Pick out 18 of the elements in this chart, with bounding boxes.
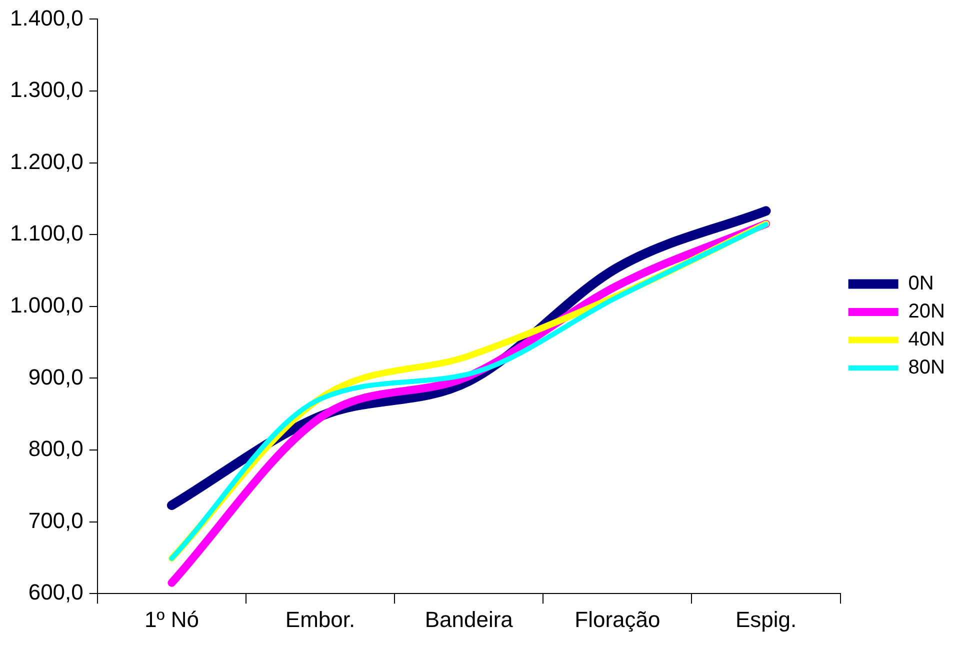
y-tick-label: 700,0: [28, 508, 84, 533]
y-tick-label: 800,0: [28, 436, 84, 462]
legend-label: 80N: [908, 356, 946, 379]
x-tick-label: 1º Nó: [144, 606, 199, 632]
x-tick-label: Floração: [574, 606, 660, 632]
legend-label: 40N: [908, 328, 946, 351]
y-tick-label: 1.300,0: [10, 77, 84, 102]
y-tick-label: 1.000,0: [10, 292, 84, 318]
legend-label: 0N: [908, 272, 934, 295]
y-tick-label: 1.400,0: [10, 5, 84, 30]
x-tick-label: Embor.: [285, 606, 356, 632]
legend-label: 20N: [908, 300, 946, 323]
y-tick-label: 900,0: [28, 364, 84, 390]
y-tick-label: 600,0: [28, 580, 84, 605]
y-tick-label: 1.200,0: [10, 148, 84, 174]
x-tick-label: Bandeira: [424, 606, 514, 632]
y-tick-label: 1.100,0: [10, 220, 84, 246]
x-tick-label: Espig.: [735, 606, 797, 632]
